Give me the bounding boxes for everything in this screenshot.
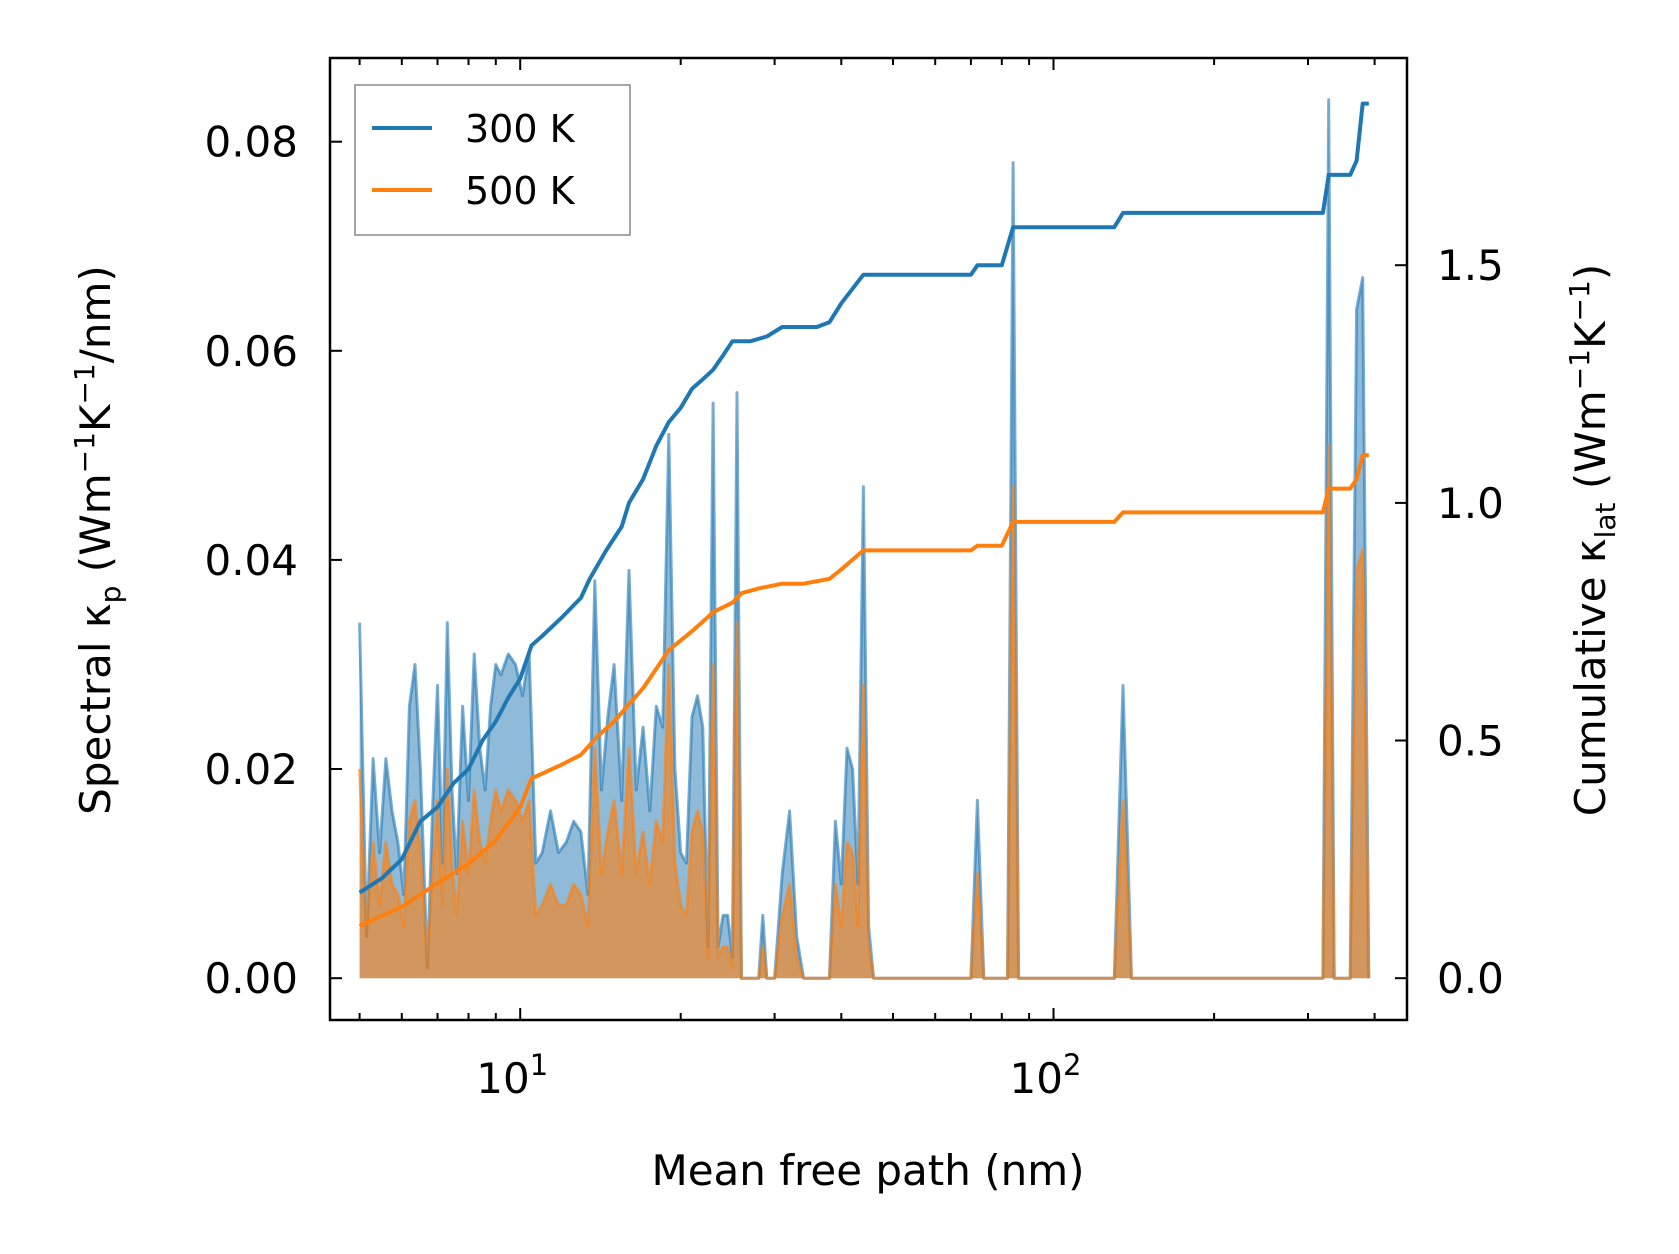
y-left-label-part-b: (Wm [71, 473, 120, 585]
y-right-label-sub: lat [1589, 502, 1622, 538]
y-left-tick-label: 0.08 [204, 118, 298, 167]
cumulative-line-300-k [358, 101, 1369, 895]
y-left-label-part-a: Spectral κ [71, 603, 120, 815]
y-right-label-sup1: −1 [1563, 349, 1596, 390]
x-axis-label: Mean free path (nm) [651, 1146, 1084, 1195]
y-right-label-sup2: −1 [1563, 280, 1596, 321]
y-right-tick-label: 0.0 [1437, 954, 1504, 1003]
cumulative-lines [358, 101, 1369, 928]
y-right-label-part-a: Cumulative κ [1566, 538, 1615, 816]
y-left-tick-label: 0.04 [204, 536, 298, 585]
legend-label-500k: 500 K [465, 169, 576, 213]
x-tick-label-base: 10 [1010, 1054, 1063, 1103]
y-right-tick-label: 1.5 [1437, 241, 1504, 290]
plot-frame [328, 56, 1409, 1022]
y-axis-left: 0.00 0.02 0.04 0.06 0.08 [204, 118, 342, 1003]
x-tick-label: 102 [1010, 1048, 1082, 1103]
x-tick-label-exponent: 1 [530, 1048, 548, 1082]
y-right-label-part-b: (Wm [1566, 390, 1615, 502]
y-right-tick-label: 1.0 [1437, 479, 1504, 528]
y-left-label-sub: p [94, 586, 127, 604]
y-left-tick-label: 0.06 [204, 327, 298, 376]
legend: 300 K 500 K [354, 84, 631, 236]
y-right-tick-label: 0.5 [1437, 717, 1504, 766]
y-left-label-sup2: −1 [68, 363, 101, 404]
legend-box [354, 84, 631, 236]
spectral-fill-300-k [359, 99, 1369, 979]
y-axis-left-label: Spectral κp (Wm−1K−1/nm) [68, 265, 127, 815]
y-left-tick-label: 0.02 [204, 745, 298, 794]
x-tick-label-base: 10 [476, 1054, 529, 1103]
x-tick-label-exponent: 2 [1063, 1048, 1081, 1082]
y-right-label-part-d: ) [1566, 264, 1615, 280]
spectral-fills [359, 99, 1369, 979]
x-tick-label: 101 [476, 1048, 548, 1103]
y-axis-right: 0.0 0.5 1.0 1.5 [1395, 241, 1504, 1003]
legend-label-300k: 300 K [465, 107, 576, 151]
y-left-tick-label: 0.00 [204, 954, 298, 1003]
y-left-label-sup1: −1 [68, 432, 101, 473]
y-left-label-part-c: K [71, 403, 120, 432]
cumulative-line-500-k [358, 453, 1369, 928]
y-right-label-part-c: K [1566, 320, 1615, 349]
spectral-fill-500-k [359, 444, 1369, 979]
y-axis-right-label: Cumulative κlat (Wm−1K−1) [1563, 264, 1622, 816]
x-axis: 101 102 [358, 58, 1376, 1103]
y-left-label-part-d: /nm) [71, 265, 120, 363]
